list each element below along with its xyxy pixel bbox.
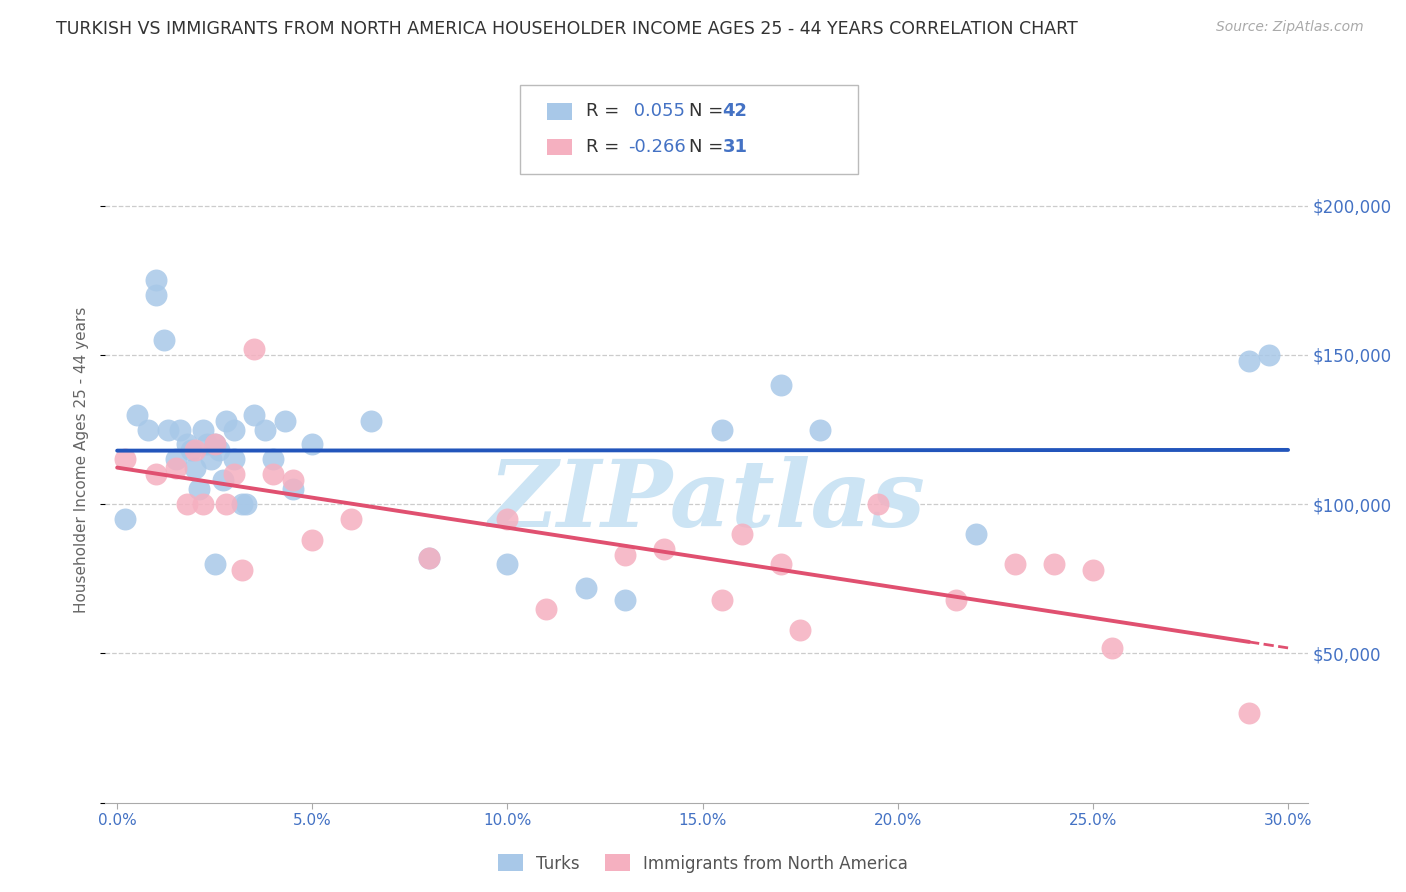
Point <box>1043 557 1066 571</box>
Point <box>215 497 238 511</box>
Point <box>536 601 558 615</box>
Point <box>242 342 264 356</box>
Point <box>945 592 967 607</box>
Point <box>965 527 987 541</box>
Point <box>145 273 167 287</box>
Point <box>184 461 207 475</box>
Point <box>574 581 596 595</box>
Point <box>204 557 226 571</box>
Point <box>1004 557 1026 571</box>
Point <box>224 467 246 482</box>
Point <box>231 563 253 577</box>
Point <box>730 527 752 541</box>
Point <box>1081 563 1104 577</box>
Text: N =: N = <box>689 138 723 156</box>
Point <box>191 423 214 437</box>
Point <box>145 288 167 302</box>
Point <box>418 550 440 565</box>
Point <box>711 423 734 437</box>
Point <box>231 497 253 511</box>
Point <box>769 377 792 392</box>
Point <box>1101 640 1123 655</box>
Point <box>208 443 231 458</box>
Point <box>200 452 222 467</box>
Point <box>153 333 176 347</box>
Point <box>224 423 246 437</box>
Text: Source: ZipAtlas.com: Source: ZipAtlas.com <box>1216 20 1364 34</box>
Point <box>176 497 198 511</box>
Point <box>360 413 382 427</box>
Point <box>496 557 519 571</box>
Point <box>184 443 207 458</box>
Point <box>262 452 284 467</box>
Point <box>114 452 136 467</box>
Point <box>613 548 636 562</box>
Point <box>180 443 202 458</box>
Point <box>301 533 323 547</box>
Point <box>340 512 363 526</box>
Point <box>1257 348 1279 362</box>
Point <box>262 467 284 482</box>
Point <box>235 497 257 511</box>
Point <box>711 592 734 607</box>
Point <box>224 452 246 467</box>
Point <box>281 482 304 496</box>
Point <box>254 423 277 437</box>
Point <box>165 461 187 475</box>
Point <box>156 423 179 437</box>
Text: R =: R = <box>586 103 620 120</box>
Point <box>195 437 218 451</box>
Point <box>1237 354 1260 368</box>
Point <box>281 473 304 487</box>
Point <box>211 473 233 487</box>
Point <box>418 550 440 565</box>
Point <box>789 623 811 637</box>
Point <box>1237 706 1260 721</box>
Text: N =: N = <box>689 103 723 120</box>
Point <box>204 437 226 451</box>
Point <box>169 423 191 437</box>
Point <box>125 408 148 422</box>
Point <box>215 413 238 427</box>
Text: 0.055: 0.055 <box>628 103 686 120</box>
Point <box>301 437 323 451</box>
Point <box>191 497 214 511</box>
Point <box>769 557 792 571</box>
Point <box>176 437 198 451</box>
Point <box>165 452 187 467</box>
Point <box>114 512 136 526</box>
Point <box>868 497 890 511</box>
Point <box>138 423 160 437</box>
Y-axis label: Householder Income Ages 25 - 44 years: Householder Income Ages 25 - 44 years <box>75 306 90 613</box>
Point <box>188 482 211 496</box>
Point <box>496 512 519 526</box>
Text: 31: 31 <box>723 138 748 156</box>
Text: ZIPatlas: ZIPatlas <box>488 456 925 546</box>
Text: -0.266: -0.266 <box>628 138 686 156</box>
Point <box>808 423 831 437</box>
Text: R =: R = <box>586 138 620 156</box>
Text: 42: 42 <box>723 103 748 120</box>
Text: TURKISH VS IMMIGRANTS FROM NORTH AMERICA HOUSEHOLDER INCOME AGES 25 - 44 YEARS C: TURKISH VS IMMIGRANTS FROM NORTH AMERICA… <box>56 20 1078 37</box>
Point <box>274 413 297 427</box>
Point <box>204 437 226 451</box>
Point <box>652 541 675 556</box>
Point <box>242 408 264 422</box>
Legend: Turks, Immigrants from North America: Turks, Immigrants from North America <box>491 847 915 880</box>
Point <box>145 467 167 482</box>
Point <box>613 592 636 607</box>
